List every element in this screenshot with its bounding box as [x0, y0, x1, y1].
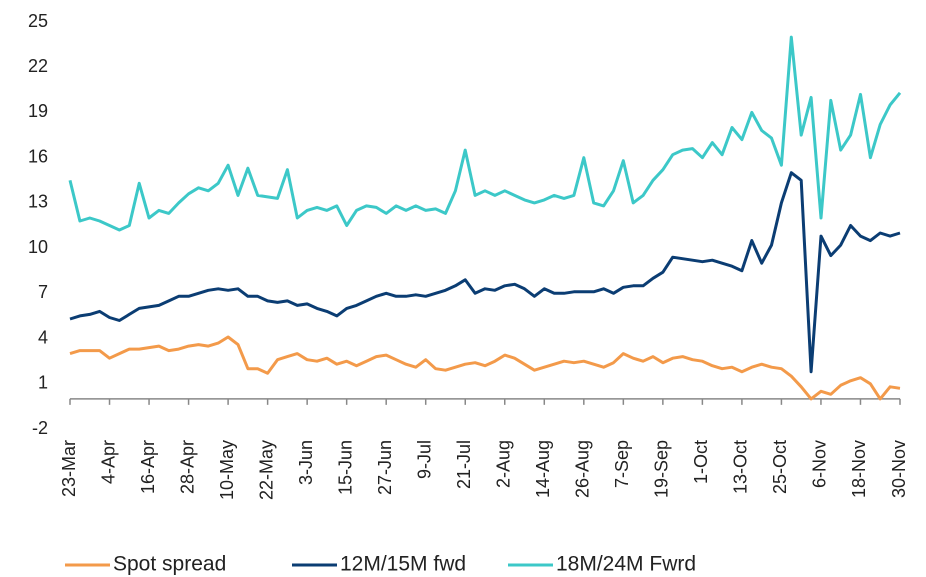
legend-label: Spot spread [113, 553, 226, 576]
y-tick-label: 16 [28, 146, 48, 166]
x-tick-label: 6-Nov [810, 440, 830, 488]
y-tick-label: 22 [28, 56, 48, 76]
x-tick-label: 30-Nov [889, 440, 909, 498]
series-line [69, 171, 901, 374]
x-tick-label: 26-Aug [573, 440, 593, 498]
y-tick-label: 4 [38, 327, 48, 347]
x-tick-label: 15-Jun [335, 440, 355, 495]
y-tick-label: 7 [38, 282, 48, 302]
x-tick-label: 9-Jul [414, 440, 434, 479]
x-tick-label: 22-May [256, 440, 276, 500]
x-tick-label: 2-Aug [494, 440, 514, 488]
x-tick-label: 21-Jul [454, 440, 474, 489]
legend-label: 18M/24M Fwrd [556, 553, 696, 576]
x-tick-label: 4-Apr [98, 440, 118, 484]
x-tick-label: 25-Oct [770, 440, 790, 494]
x-tick-label: 14-Aug [533, 440, 553, 498]
series-line [69, 335, 901, 401]
x-tick-label: 19-Sep [652, 440, 672, 498]
x-tick-label: 16-Apr [138, 440, 158, 494]
y-tick-label: 10 [28, 237, 48, 257]
y-tick-label: -2 [32, 418, 48, 438]
x-tick-label: 27-Jun [375, 440, 395, 495]
x-tick-label: 1-Oct [691, 440, 711, 484]
x-tick-label: 18-Nov [849, 440, 869, 498]
x-tick-label: 28-Apr [177, 440, 197, 494]
series-line [68, 35, 902, 232]
y-tick-label: 1 [38, 373, 48, 393]
x-tick-label: 23-Mar [59, 440, 79, 497]
y-tick-label: 19 [28, 101, 48, 121]
y-tick-label: 25 [28, 11, 48, 31]
legend-label: 12M/15M fwd [340, 553, 466, 576]
x-tick-label: 3-Jun [296, 440, 316, 485]
x-tick-label: 10-May [217, 440, 237, 500]
y-tick-label: 13 [28, 192, 48, 212]
x-tick-label: 7-Sep [612, 440, 632, 488]
x-tick-label: 13-Oct [731, 440, 751, 494]
